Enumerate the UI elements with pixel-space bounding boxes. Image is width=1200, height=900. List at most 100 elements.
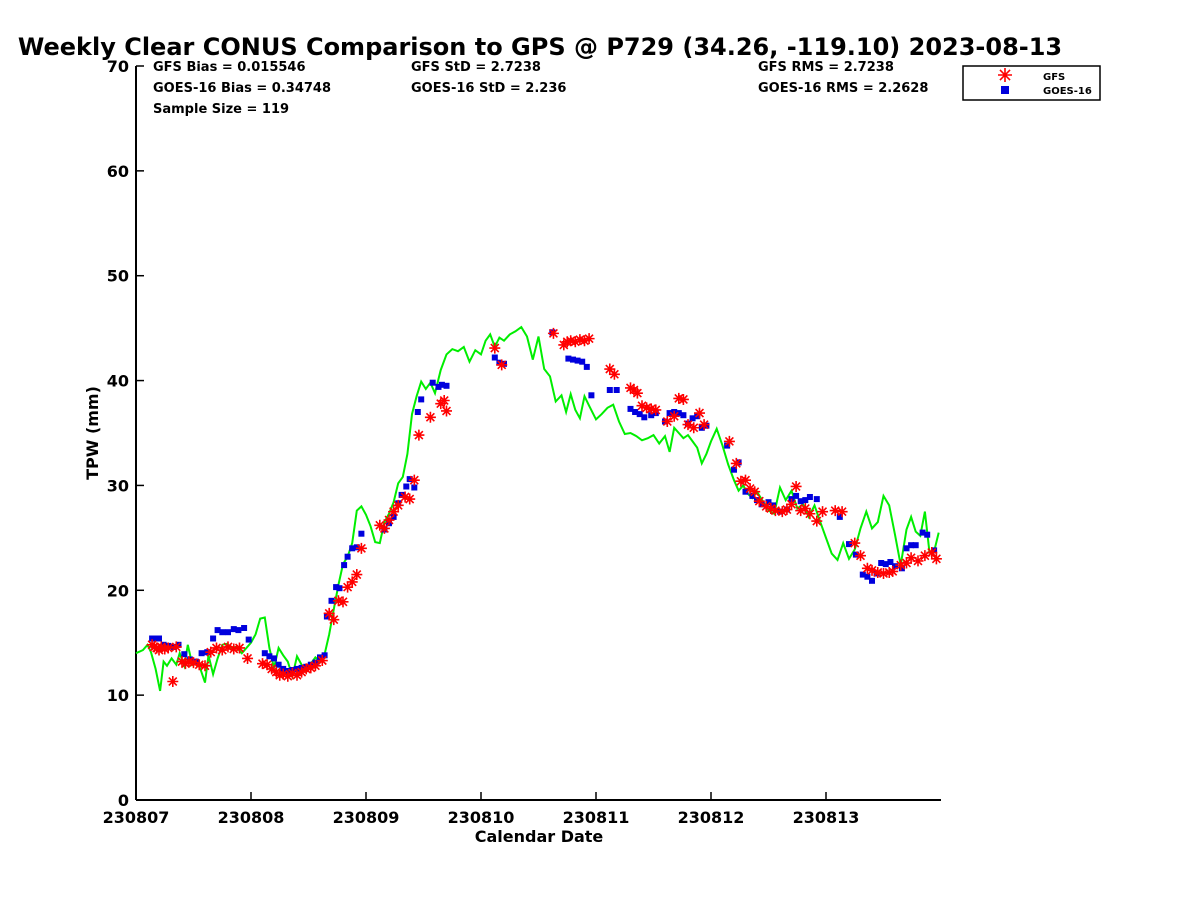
gfs-point [342, 581, 354, 593]
gfs-point-shape [205, 646, 217, 658]
gfs-point [769, 505, 781, 517]
gfs-point-shape [296, 666, 308, 678]
goes-point [903, 545, 910, 552]
gfs-point-shape [677, 393, 689, 405]
goes-point [438, 381, 445, 388]
gfs-point [912, 555, 924, 567]
goes-point [333, 584, 340, 591]
gfs-point-shape [274, 669, 286, 681]
gfs-point-shape [300, 663, 312, 675]
goes-point [724, 442, 731, 449]
gfs-point-shape [811, 515, 823, 527]
goes-point [574, 357, 581, 364]
gfs-point-shape [866, 564, 878, 576]
gfs-point-shape [930, 553, 942, 565]
gfs-point-shape [374, 519, 386, 531]
goes-point [846, 541, 852, 548]
gfs-point [176, 656, 188, 668]
gfs-point-shape [769, 505, 781, 517]
goes-point [797, 498, 804, 505]
gfs-point [645, 403, 657, 415]
gfs-point-shape [887, 565, 899, 577]
goes-point [181, 651, 188, 658]
gfs-point [332, 595, 344, 607]
gfs-point-shape [631, 387, 643, 399]
gfs-point-shape [316, 655, 328, 667]
gfs-point-shape [804, 508, 816, 520]
goes-point [214, 627, 221, 634]
gfs-point [441, 405, 452, 417]
gfs-point [735, 475, 747, 487]
x-axis-label: Calendar Date [475, 827, 604, 846]
goes-point [898, 565, 905, 572]
gfs-point [878, 568, 889, 580]
goes-point [418, 396, 425, 403]
goes-point [411, 484, 418, 491]
x-tick-label: 230808 [218, 808, 285, 827]
gfs-point [346, 576, 358, 588]
x-tick-label: 230809 [333, 808, 400, 827]
gfs-point [631, 387, 643, 399]
gfs-point-shape [836, 506, 848, 518]
stat-gfs-std: GFS StD = 2.7238 [411, 60, 541, 75]
goes-point [219, 629, 226, 636]
goes-point [235, 627, 242, 634]
gfs-point [234, 642, 245, 654]
goes-point [735, 459, 742, 466]
gfs-point [167, 676, 179, 688]
gfs-point-shape [378, 522, 390, 534]
gfs-point [744, 483, 756, 495]
gfs-point-shape [901, 557, 912, 569]
gfs-point-shape [328, 614, 340, 626]
goes-point [406, 476, 413, 483]
gfs-point [730, 457, 742, 469]
gfs-point [930, 553, 942, 565]
stat-goes-std: GOES-16 StD = 2.236 [411, 81, 566, 96]
gfs-point-shape [730, 457, 742, 469]
gfs-point-shape [565, 335, 577, 347]
goes-point [892, 563, 898, 570]
y-tick-label: 70 [107, 57, 129, 76]
gfs-point [282, 670, 294, 682]
goes-point [919, 529, 926, 536]
gfs-point-shape [286, 667, 298, 679]
gfs-point-shape [673, 392, 685, 404]
gfs-point-shape [496, 359, 508, 371]
gfs-point [199, 660, 211, 672]
gfs-point-shape [199, 660, 211, 672]
gfs-point-shape [790, 480, 802, 492]
gfs-point [804, 508, 816, 520]
goes-point [349, 545, 356, 552]
goes-point [703, 422, 710, 429]
gfs-point [887, 565, 899, 577]
stat-sample-size: Sample Size = 119 [153, 102, 289, 117]
goes-point [271, 655, 277, 662]
gfs-point [604, 363, 616, 375]
gfs-point [905, 552, 917, 564]
gfs-point-shape [399, 491, 411, 503]
gfs-point-shape [861, 562, 873, 574]
gfs-point [222, 641, 234, 653]
gfs-point [668, 410, 680, 422]
goes-point [353, 544, 360, 551]
gfs-point [378, 522, 390, 534]
x-tick-label: 230813 [793, 808, 860, 827]
gfs-point-shape [176, 656, 188, 668]
gfs-point-shape [749, 486, 761, 498]
goes-point [443, 382, 450, 389]
gfs-point-shape [569, 336, 581, 348]
goes-point [613, 387, 620, 393]
y-axis-label: TPW (mm) [83, 386, 102, 480]
goes-point [501, 360, 507, 367]
gfs-point [159, 643, 171, 655]
gfs-point-shape [228, 643, 240, 655]
gfs-point-shape [323, 607, 335, 619]
gfs-point-shape [723, 435, 735, 447]
y-tick-label: 60 [107, 162, 129, 181]
gfs-point-shape [179, 658, 191, 670]
gfs-point [799, 502, 811, 514]
gfs-point [179, 658, 191, 670]
gfs-point-shape [926, 547, 938, 559]
x-tick-label: 230811 [563, 808, 630, 827]
